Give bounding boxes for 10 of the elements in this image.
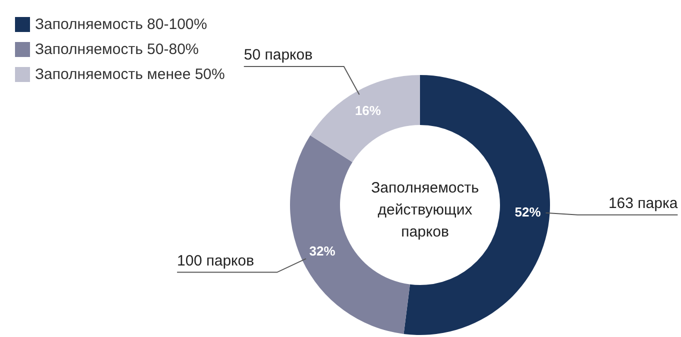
text: 100 парков xyxy=(177,252,254,270)
text: Заполняемость действующих парков xyxy=(371,180,480,240)
data-label: 32% xyxy=(309,243,336,258)
data-label: 52% xyxy=(514,204,542,220)
text: 50 парков xyxy=(244,46,313,64)
text: 163 парка xyxy=(608,194,678,212)
legend-label: Заполняемость 50-80% xyxy=(35,41,199,58)
legend-label: Заполняемость менее 50% xyxy=(35,66,225,83)
data-label: 16% xyxy=(354,102,382,118)
legend-label: Заполняемость 80-100% xyxy=(35,16,208,33)
